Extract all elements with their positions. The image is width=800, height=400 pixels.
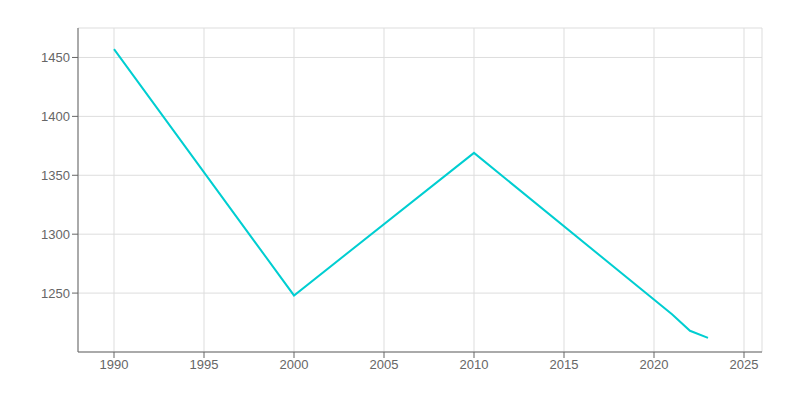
svg-text:1990: 1990 [100,357,129,372]
svg-text:1300: 1300 [41,227,70,242]
svg-text:2000: 2000 [280,357,309,372]
svg-text:2020: 2020 [640,357,669,372]
svg-text:1450: 1450 [41,50,70,65]
svg-text:2025: 2025 [730,357,759,372]
svg-text:1995: 1995 [190,357,219,372]
svg-text:2010: 2010 [460,357,489,372]
svg-text:2005: 2005 [370,357,399,372]
svg-text:1350: 1350 [41,168,70,183]
svg-text:1400: 1400 [41,109,70,124]
svg-text:1250: 1250 [41,286,70,301]
svg-text:2015: 2015 [550,357,579,372]
